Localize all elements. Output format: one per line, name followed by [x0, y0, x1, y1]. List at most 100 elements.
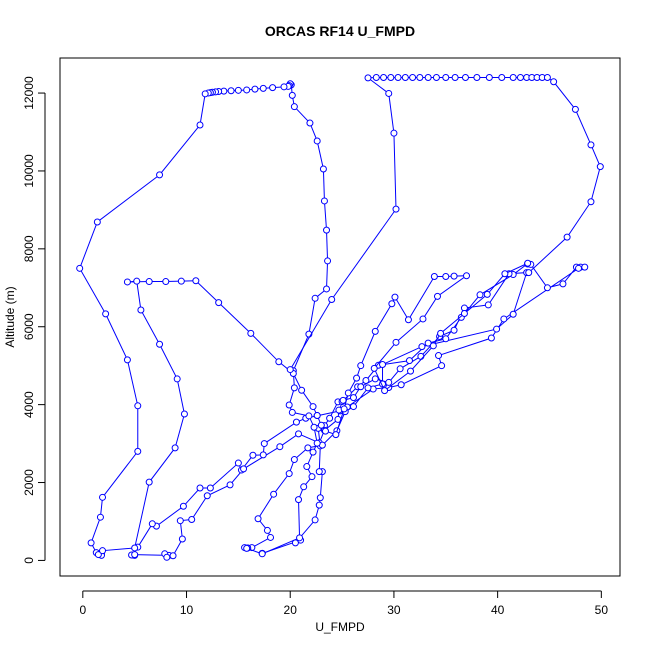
data-point	[381, 387, 389, 395]
data-point	[442, 335, 450, 343]
data-point	[587, 198, 595, 206]
data-point	[388, 300, 396, 308]
data-point	[364, 384, 372, 392]
data-point	[372, 73, 380, 81]
data-point	[179, 502, 187, 510]
data-point	[290, 103, 298, 111]
data-point	[99, 493, 107, 501]
data-point	[137, 306, 145, 314]
data-point	[313, 439, 321, 447]
data-point	[148, 520, 156, 528]
data-point	[145, 278, 153, 286]
data-point	[379, 361, 387, 369]
data-point	[483, 290, 491, 298]
data-point	[243, 544, 251, 552]
data-point	[319, 165, 327, 173]
data-point	[313, 412, 321, 420]
data-point	[310, 423, 318, 431]
data-point	[416, 73, 424, 81]
data-point	[321, 427, 329, 435]
data-point	[543, 73, 551, 81]
data-point	[177, 277, 185, 285]
data-point	[575, 264, 583, 272]
data-point	[315, 468, 323, 476]
data-point	[317, 421, 325, 429]
data-point	[571, 105, 579, 113]
y-tick-label: 10000	[22, 154, 36, 188]
x-tick-label: 50	[595, 603, 609, 617]
data-point	[251, 85, 259, 93]
data-point	[349, 403, 357, 411]
data-point	[390, 129, 398, 137]
data-point	[461, 73, 469, 81]
data-point	[96, 513, 104, 521]
data-point	[371, 327, 379, 335]
data-point	[201, 90, 209, 98]
data-point	[300, 483, 308, 491]
x-tick-label: 0	[79, 603, 86, 617]
data-point	[305, 412, 313, 420]
data-point	[163, 553, 171, 561]
data-point	[357, 383, 365, 391]
data-point	[276, 443, 284, 451]
data-point	[270, 490, 278, 498]
data-point	[263, 526, 271, 534]
data-point	[401, 73, 409, 81]
data-point	[247, 329, 255, 337]
data-point	[93, 218, 101, 226]
data-point	[484, 301, 492, 309]
data-point	[339, 396, 347, 404]
data-point	[323, 226, 331, 234]
data-point	[451, 73, 459, 81]
data-point	[288, 408, 296, 416]
data-point	[328, 295, 336, 303]
data-point	[326, 414, 334, 422]
data-point	[437, 329, 445, 337]
series-2	[76, 80, 332, 559]
data-point	[344, 389, 352, 397]
data-point	[332, 431, 340, 439]
data-point	[323, 285, 331, 293]
data-point	[275, 358, 283, 366]
data-point	[176, 517, 184, 525]
data-point	[215, 299, 223, 307]
data-point	[473, 73, 481, 81]
chart-title: ORCAS RF14 U_FMPD	[265, 23, 415, 39]
y-tick-label: 12000	[22, 76, 36, 110]
data-point	[509, 310, 517, 318]
data-point	[405, 357, 413, 365]
data-point	[429, 342, 437, 350]
data-point	[234, 459, 242, 467]
data-point	[94, 551, 102, 559]
data-point	[430, 272, 438, 280]
data-point	[340, 405, 348, 413]
data-point	[463, 272, 471, 280]
data-point	[407, 367, 415, 375]
series-line	[79, 82, 329, 557]
data-point	[418, 343, 426, 351]
data-point	[442, 272, 450, 280]
data-point	[498, 73, 506, 81]
x-tick-label: 30	[387, 603, 401, 617]
data-point	[409, 73, 417, 81]
data-point	[392, 205, 400, 213]
data-point	[370, 364, 378, 372]
data-point	[309, 448, 317, 456]
data-point	[169, 552, 177, 560]
data-point	[76, 264, 84, 272]
series-line	[289, 76, 601, 370]
series-1	[128, 260, 589, 561]
data-point	[424, 73, 432, 81]
data-point	[131, 551, 139, 559]
data-point	[509, 73, 517, 81]
data-point	[178, 535, 186, 543]
data-point	[349, 394, 357, 402]
x-axis: 0 10 20 30 40 50	[79, 590, 609, 617]
data-point	[188, 516, 196, 524]
data-point	[227, 87, 235, 95]
data-point	[559, 280, 567, 288]
data-point	[196, 121, 204, 129]
data-point	[587, 141, 595, 149]
data-point	[203, 492, 211, 500]
data-point	[357, 362, 365, 370]
